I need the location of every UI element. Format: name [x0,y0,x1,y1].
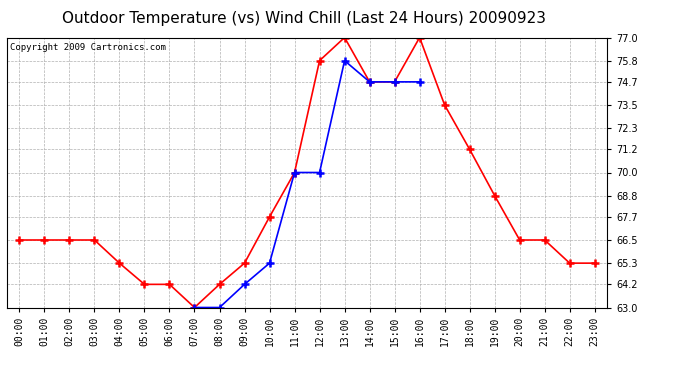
Text: Outdoor Temperature (vs) Wind Chill (Last 24 Hours) 20090923: Outdoor Temperature (vs) Wind Chill (Las… [61,11,546,26]
Text: Copyright 2009 Cartronics.com: Copyright 2009 Cartronics.com [10,43,166,52]
